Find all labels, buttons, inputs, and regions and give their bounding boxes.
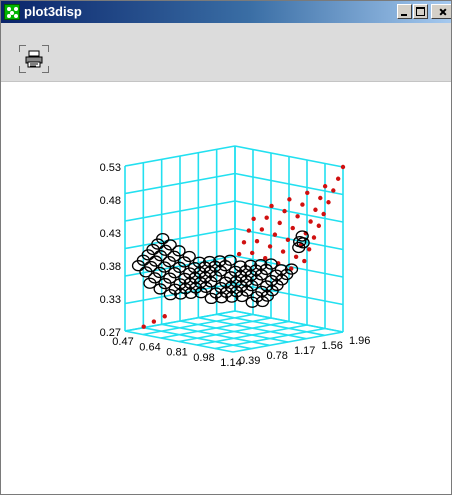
grid-line: [234, 310, 344, 333]
red-data-point: [305, 190, 310, 196]
y-tick-label: 0.39: [239, 355, 260, 367]
x-tick-label: 0.81: [166, 347, 187, 359]
black-data-circle: [255, 295, 270, 308]
black-circle-series: [131, 230, 310, 308]
x-tick-label: 1.14: [220, 357, 241, 369]
z-tick-label: 0.43: [100, 228, 121, 240]
black-data-circle: [292, 241, 306, 254]
x-tick-label: 0.47: [112, 336, 133, 348]
black-data-circle: [163, 289, 178, 301]
red-data-point: [162, 314, 167, 319]
red-data-point: [141, 324, 146, 329]
black-data-circle: [235, 290, 249, 303]
app-icon[interactable]: [4, 4, 20, 20]
z-tick-label: 0.53: [100, 162, 121, 174]
black-data-circle: [204, 292, 218, 305]
black-data-circle: [139, 266, 153, 278]
red-data-point: [287, 197, 292, 202]
red-data-point: [285, 237, 291, 243]
printer-icon: [25, 50, 43, 68]
z-tick-label: 0.27: [100, 327, 121, 339]
z-tick-label: 0.38: [100, 261, 121, 273]
black-data-circle: [153, 283, 167, 295]
red-data-point: [246, 228, 252, 233]
red-data-point: [264, 215, 269, 220]
red-data-point: [340, 164, 346, 170]
red-data-point: [300, 202, 305, 207]
red-data-point: [311, 235, 317, 240]
red-data-point: [302, 258, 307, 264]
black-data-circle: [143, 277, 157, 289]
grid-line: [124, 172, 236, 195]
red-data-point: [259, 227, 265, 232]
red-data-point: [282, 208, 287, 214]
red-data-point: [236, 251, 242, 257]
red-data-point: [331, 188, 336, 193]
z-tick-label: 0.33: [100, 294, 121, 306]
black-data-circle: [131, 260, 146, 272]
red-data-point: [308, 219, 313, 224]
tick-label-layer: 0.53 0.48 0.43 0.38 0.33 0.270.47 0.64 0.81 0.98…: [100, 162, 371, 369]
grid-line: [216, 313, 325, 337]
title-bar[interactable]: plot3disp: [1, 1, 451, 23]
window-title: plot3disp: [24, 4, 82, 19]
red-data-point: [290, 225, 295, 231]
grid-layer: [124, 145, 344, 353]
red-data-point: [254, 238, 260, 244]
black-data-circle: [225, 291, 239, 303]
red-data-point: [318, 195, 323, 201]
red-data-point: [251, 216, 256, 222]
black-data-circle: [245, 296, 259, 308]
grid-line: [234, 145, 344, 168]
red-data-point: [280, 249, 286, 254]
red-data-point: [321, 211, 326, 217]
black-data-circle: [173, 288, 188, 300]
red-data-point: [326, 200, 331, 205]
red-data-point: [322, 184, 328, 189]
red-data-point: [295, 214, 300, 219]
red-data-point: [151, 319, 157, 324]
red-data-point: [269, 203, 274, 209]
y-tick-label: 1.96: [349, 335, 370, 347]
black-data-circle: [194, 287, 208, 299]
close-button[interactable]: [431, 4, 451, 19]
red-data-point: [289, 266, 294, 271]
black-data-circle: [293, 235, 307, 248]
red-data-point: [293, 254, 299, 259]
red-data-point: [249, 250, 255, 256]
print-button[interactable]: [19, 45, 49, 73]
red-data-point: [272, 232, 278, 237]
scatter-3d-chart: 0.53 0.48 0.43 0.38 0.33 0.270.47 0.64 0.81 0.98…: [100, 145, 371, 369]
red-data-point: [241, 240, 247, 245]
toolbar: [1, 23, 451, 82]
y-tick-label: 0.78: [267, 350, 288, 362]
red-data-point: [306, 247, 312, 252]
z-tick-label: 0.48: [100, 195, 121, 207]
red-data-point: [313, 207, 318, 212]
black-data-circle: [214, 292, 229, 304]
red-data-point: [263, 255, 268, 261]
x-tick-label: 0.98: [193, 352, 214, 364]
y-tick-label: 1.17: [294, 345, 315, 357]
maximize-button[interactable]: [413, 4, 428, 19]
plot-area: 0.53 0.48 0.43 0.38 0.33 0.27 0.47 0.64 0.81 0.98…: [1, 82, 451, 494]
black-data-circle: [295, 230, 309, 242]
grid-line: [124, 145, 236, 167]
y-tick-label: 1.56: [322, 340, 343, 352]
red-data-point: [267, 244, 273, 249]
minimize-button[interactable]: [397, 4, 412, 19]
red-data-point: [316, 223, 322, 228]
black-data-circle: [184, 287, 198, 300]
grid-line: [234, 172, 344, 196]
red-data-point: [277, 220, 282, 226]
red-data-point: [335, 176, 341, 181]
x-tick-label: 0.64: [139, 341, 160, 353]
